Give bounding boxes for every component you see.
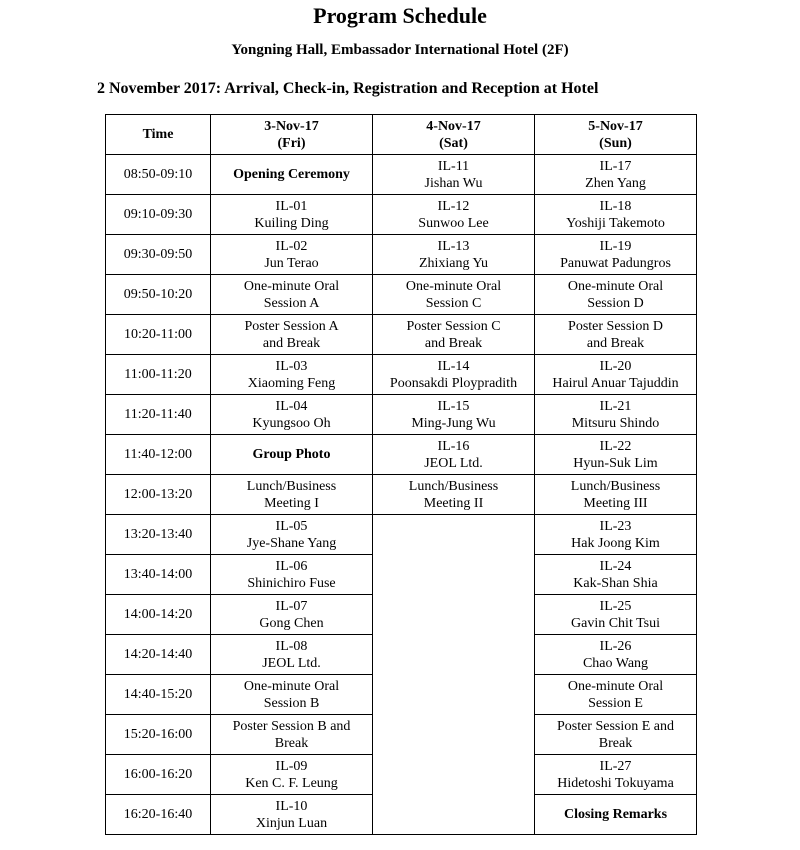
header-time: Time [105,114,211,155]
schedule-table: Time 3-Nov-17 (Fri) 4-Nov-17 (Sat) 5-Nov-1… [105,114,697,835]
schedule-row: 09:50-10:20 One-minute Oral Session A One-m… [105,274,697,315]
time-cell: 09:10-09:30 [105,194,211,235]
event-cell: IL-22 Hyun-Suk Lim [534,434,697,475]
time-cell: 08:50-09:10 [105,154,211,195]
time-cell: 13:40-14:00 [105,554,211,595]
schedule-row: 14:00-14:20 IL-07 Gong Chen IL-25 Gavin Chit… [105,594,697,635]
arrival-note: 2 November 2017: Arrival, Check-in, Regi… [97,80,599,97]
event-cell: One-minute Oral Session B [210,674,373,715]
time-cell: 16:00-16:20 [105,754,211,795]
event-cell: IL-21 Mitsuru Shindo [534,394,697,435]
event-cell: IL-04 Kyungsoo Oh [210,394,373,435]
event-cell: One-minute Oral Session E [534,674,697,715]
event-cell: Lunch/Business Meeting II [372,474,535,515]
event-cell: IL-26 Chao Wang [534,634,697,675]
schedule-row: 11:00-11:20 IL-03 Xiaoming Feng IL-14 Poonsa… [105,354,697,395]
time-cell: 14:20-14:40 [105,634,211,675]
schedule-row: 14:20-14:40 IL-08 JEOL Ltd. IL-26 Chao Wang [105,634,697,675]
time-cell: 11:20-11:40 [105,394,211,435]
event-cell: IL-25 Gavin Chit Tsui [534,594,697,635]
event-cell: Poster Session E and Break [534,714,697,755]
event-cell: IL-02 Jun Terao [210,234,373,275]
event-cell: IL-13 Zhixiang Yu [372,234,535,275]
event-cell: IL-18 Yoshiji Takemoto [534,194,697,235]
event-cell: Lunch/Business Meeting III [534,474,697,515]
event-cell: IL-24 Kak-Shan Shia [534,554,697,595]
event-cell: IL-12 Sunwoo Lee [372,194,535,235]
event-cell: IL-08 JEOL Ltd. [210,634,373,675]
event-cell: IL-10 Xinjun Luan [210,794,373,835]
event-cell: One-minute Oral Session D [534,274,697,315]
header-day-fri: 3-Nov-17 (Fri) [210,114,373,155]
header-day-sat: 4-Nov-17 (Sat) [372,114,535,155]
event-cell: IL-11 Jishan Wu [372,154,535,195]
page-title: Program Schedule [313,3,487,28]
empty-cell [372,514,535,835]
event-cell: IL-16 JEOL Ltd. [372,434,535,475]
schedule-row: 09:30-09:50 IL-02 Jun Terao IL-13 Zhixiang Y… [105,234,697,275]
schedule-row: 11:40-12:00 Group Photo IL-16 JEOL Ltd. IL-2… [105,434,697,475]
time-cell: 11:40-12:00 [105,434,211,475]
schedule-row: 09:10-09:30 IL-01 Kuiling Ding IL-12 Sunwoo … [105,194,697,235]
header-day-sun: 5-Nov-17 (Sun) [534,114,697,155]
venue-subtitle: Yongning Hall, Embassador International … [231,42,569,58]
header-row: Time 3-Nov-17 (Fri) 4-Nov-17 (Sat) 5-Nov-1… [105,114,697,155]
event-cell: IL-07 Gong Chen [210,594,373,635]
time-cell: 09:50-10:20 [105,274,211,315]
event-cell: Opening Ceremony [210,154,373,195]
event-cell: IL-19 Panuwat Padungros [534,234,697,275]
schedule-row: 08:50-09:10 Opening Ceremony IL-11 Jishan W… [105,154,697,195]
event-cell: One-minute Oral Session A [210,274,373,315]
event-cell: IL-05 Jye-Shane Yang [210,514,373,555]
time-cell: 10:20-11:00 [105,314,211,355]
schedule-row: 13:40-14:00 IL-06 Shinichiro Fuse IL-24 Kak-… [105,554,697,595]
event-cell: Closing Remarks [534,794,697,835]
schedule-row: 11:20-11:40 IL-04 Kyungsoo Oh IL-15 Ming-Jun… [105,394,697,435]
time-cell: 09:30-09:50 [105,234,211,275]
event-cell: IL-15 Ming-Jung Wu [372,394,535,435]
time-cell: 16:20-16:40 [105,794,211,835]
event-cell: Poster Session B and Break [210,714,373,755]
event-cell: IL-20 Hairul Anuar Tajuddin [534,354,697,395]
event-cell: One-minute Oral Session C [372,274,535,315]
event-cell: Group Photo [210,434,373,475]
event-cell: IL-01 Kuiling Ding [210,194,373,235]
schedule-row: 15:20-16:00 Poster Session B and Break Post… [105,714,697,755]
time-cell: 13:20-13:40 [105,514,211,555]
event-cell: IL-09 Ken C. F. Leung [210,754,373,795]
event-cell: IL-14 Poonsakdi Ploypradith [372,354,535,395]
schedule-row: 16:20-16:40 IL-10 Xinjun Luan Closing Remar… [105,794,697,835]
schedule-row: 13:20-13:40 IL-05 Jye-Shane Yang IL-23 Hak J… [105,514,697,835]
schedule-row: 12:00-13:20 Lunch/Business Meeting I Lunch/… [105,474,697,515]
schedule-row: 16:00-16:20 IL-09 Ken C. F. Leung IL-27 Hide… [105,754,697,795]
time-cell: 14:00-14:20 [105,594,211,635]
time-cell: 14:40-15:20 [105,674,211,715]
event-cell: IL-17 Zhen Yang [534,154,697,195]
event-cell: IL-06 Shinichiro Fuse [210,554,373,595]
event-cell: IL-27 Hidetoshi Tokuyama [534,754,697,795]
time-cell: 11:00-11:20 [105,354,211,395]
schedule-row: 14:40-15:20 One-minute Oral Session B One-m… [105,674,697,715]
event-cell: IL-03 Xiaoming Feng [210,354,373,395]
time-cell: 12:00-13:20 [105,474,211,515]
event-cell: IL-23 Hak Joong Kim [534,514,697,555]
time-cell: 15:20-16:00 [105,714,211,755]
event-cell: Lunch/Business Meeting I [210,474,373,515]
